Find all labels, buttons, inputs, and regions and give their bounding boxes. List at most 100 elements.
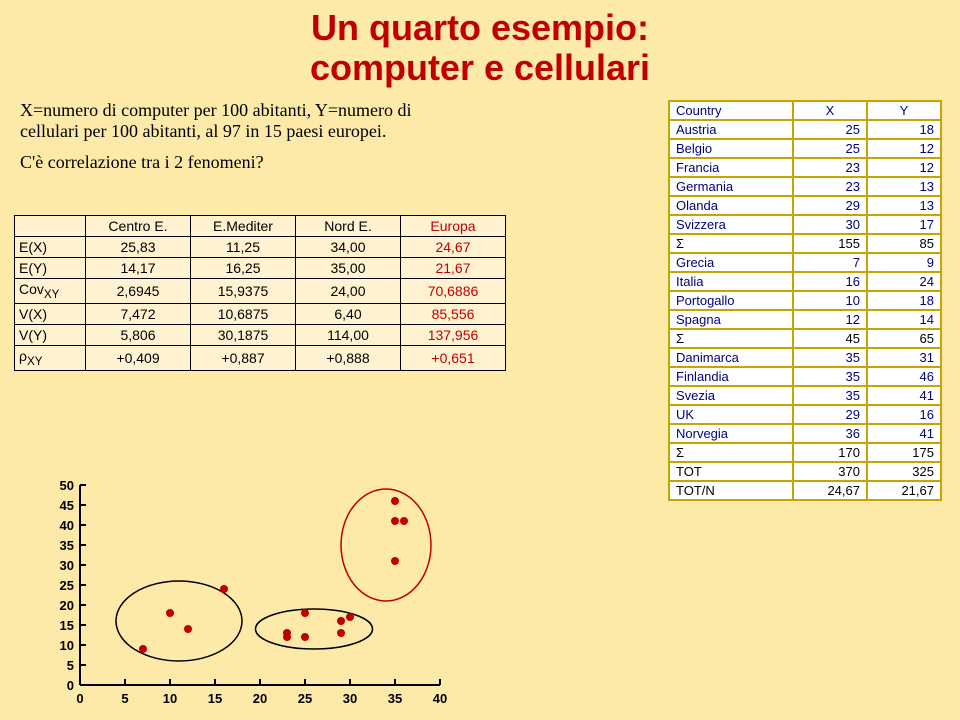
country-name: Portogallo [669, 291, 793, 310]
country-value: 24 [867, 272, 941, 291]
stats-cell: 24,67 [401, 237, 506, 258]
country-value: 65 [867, 329, 941, 348]
svg-text:10: 10 [163, 691, 177, 706]
stats-row-label: ρXY [15, 345, 86, 370]
stats-table: Centro E.E.MediterNord E.Europa E(X)25,83… [14, 215, 506, 371]
svg-text:45: 45 [60, 498, 74, 513]
country-value: 175 [867, 443, 941, 462]
country-name: UK [669, 405, 793, 424]
subtitle-line2: cellulari per 100 abitanti, al 97 in 15 … [20, 121, 412, 142]
stats-cell: 7,472 [86, 303, 191, 324]
stats-cell: 2,6945 [86, 279, 191, 304]
stats-row-label: E(Y) [15, 258, 86, 279]
country-name: Grecia [669, 253, 793, 272]
country-value: 12 [867, 139, 941, 158]
country-value: 170 [793, 443, 867, 462]
title-line1: Un quarto esempio: [0, 8, 960, 48]
stats-cell: 137,956 [401, 324, 506, 345]
country-name: Norvegia [669, 424, 793, 443]
country-value: 85 [867, 234, 941, 253]
stats-cell: 16,25 [191, 258, 296, 279]
country-value: 29 [793, 405, 867, 424]
stats-cell: +0,409 [86, 345, 191, 370]
country-name: Σ [669, 443, 793, 462]
stats-cell: 70,6886 [401, 279, 506, 304]
stats-col-header: Nord E. [296, 216, 401, 237]
country-value: 155 [793, 234, 867, 253]
country-value: 24,67 [793, 481, 867, 500]
stats-col-header [15, 216, 86, 237]
country-value: 9 [867, 253, 941, 272]
country-value: 10 [793, 291, 867, 310]
country-value: 35 [793, 367, 867, 386]
country-value: 7 [793, 253, 867, 272]
country-name: Belgio [669, 139, 793, 158]
country-col-header: Y [867, 101, 941, 120]
svg-text:30: 30 [343, 691, 357, 706]
stats-cell: 114,00 [296, 324, 401, 345]
country-value: 23 [793, 177, 867, 196]
country-value: 12 [793, 310, 867, 329]
scatter-chart: 051015202530354005101520253035404550 [40, 475, 460, 715]
country-name: Danimarca [669, 348, 793, 367]
country-name: Σ [669, 234, 793, 253]
subtitle-block: X=numero di computer per 100 abitanti, Y… [20, 100, 412, 173]
title-line2: computer e cellulari [0, 48, 960, 88]
country-name: Svezia [669, 386, 793, 405]
country-value: 41 [867, 386, 941, 405]
country-name: Italia [669, 272, 793, 291]
svg-text:15: 15 [60, 618, 74, 633]
country-name: Svizzera [669, 215, 793, 234]
stats-cell: 25,83 [86, 237, 191, 258]
country-name: Finlandia [669, 367, 793, 386]
svg-text:15: 15 [208, 691, 222, 706]
stats-row-label: E(X) [15, 237, 86, 258]
stats-col-header: Centro E. [86, 216, 191, 237]
stats-cell: 10,6875 [191, 303, 296, 324]
stats-cell: 34,00 [296, 237, 401, 258]
svg-text:30: 30 [60, 558, 74, 573]
country-value: 14 [867, 310, 941, 329]
svg-text:0: 0 [76, 691, 83, 706]
country-name: TOT/N [669, 481, 793, 500]
svg-text:40: 40 [60, 518, 74, 533]
stats-row-label: V(X) [15, 303, 86, 324]
country-name: Σ [669, 329, 793, 348]
country-value: 13 [867, 196, 941, 215]
svg-text:0: 0 [67, 678, 74, 693]
country-value: 16 [867, 405, 941, 424]
stats-cell: 11,25 [191, 237, 296, 258]
stats-cell: 24,00 [296, 279, 401, 304]
country-name: Austria [669, 120, 793, 139]
country-value: 18 [867, 120, 941, 139]
country-name: Germania [669, 177, 793, 196]
country-value: 41 [867, 424, 941, 443]
svg-text:35: 35 [60, 538, 74, 553]
subtitle-line1: X=numero di computer per 100 abitanti, Y… [20, 100, 412, 121]
country-name: Francia [669, 158, 793, 177]
country-value: 36 [793, 424, 867, 443]
country-name: TOT [669, 462, 793, 481]
svg-text:20: 20 [253, 691, 267, 706]
svg-text:25: 25 [298, 691, 312, 706]
country-value: 12 [867, 158, 941, 177]
stats-cell: 35,00 [296, 258, 401, 279]
stats-cell: 14,17 [86, 258, 191, 279]
svg-text:25: 25 [60, 578, 74, 593]
stats-cell: 21,67 [401, 258, 506, 279]
country-value: 46 [867, 367, 941, 386]
stats-cell: 85,556 [401, 303, 506, 324]
svg-text:20: 20 [60, 598, 74, 613]
stats-col-header: Europa [401, 216, 506, 237]
stats-col-header: E.Mediter [191, 216, 296, 237]
country-name: Olanda [669, 196, 793, 215]
stats-cell: +0,887 [191, 345, 296, 370]
svg-text:10: 10 [60, 638, 74, 653]
svg-text:50: 50 [60, 478, 74, 493]
country-value: 45 [793, 329, 867, 348]
country-value: 35 [793, 386, 867, 405]
country-value: 18 [867, 291, 941, 310]
country-table: CountryXYAustria2518Belgio2512Francia231… [668, 100, 942, 501]
stats-cell: 6,40 [296, 303, 401, 324]
country-value: 25 [793, 139, 867, 158]
